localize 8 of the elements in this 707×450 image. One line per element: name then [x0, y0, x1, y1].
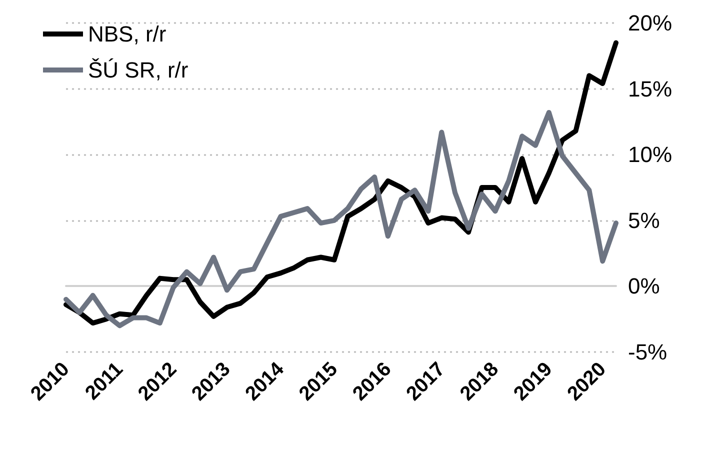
y-tick-label: 20%	[628, 10, 672, 36]
y-tick-label: 0%	[628, 274, 660, 299]
y-tick-label: 5%	[628, 208, 660, 233]
y-tick-label: 10%	[628, 142, 672, 168]
legend-label: NBS, r/r	[88, 22, 166, 46]
legend-label: ŠÚ SR, r/r	[88, 58, 188, 82]
y-tick-label: 15%	[628, 76, 672, 102]
y-tick-label: -5%	[628, 340, 668, 364]
